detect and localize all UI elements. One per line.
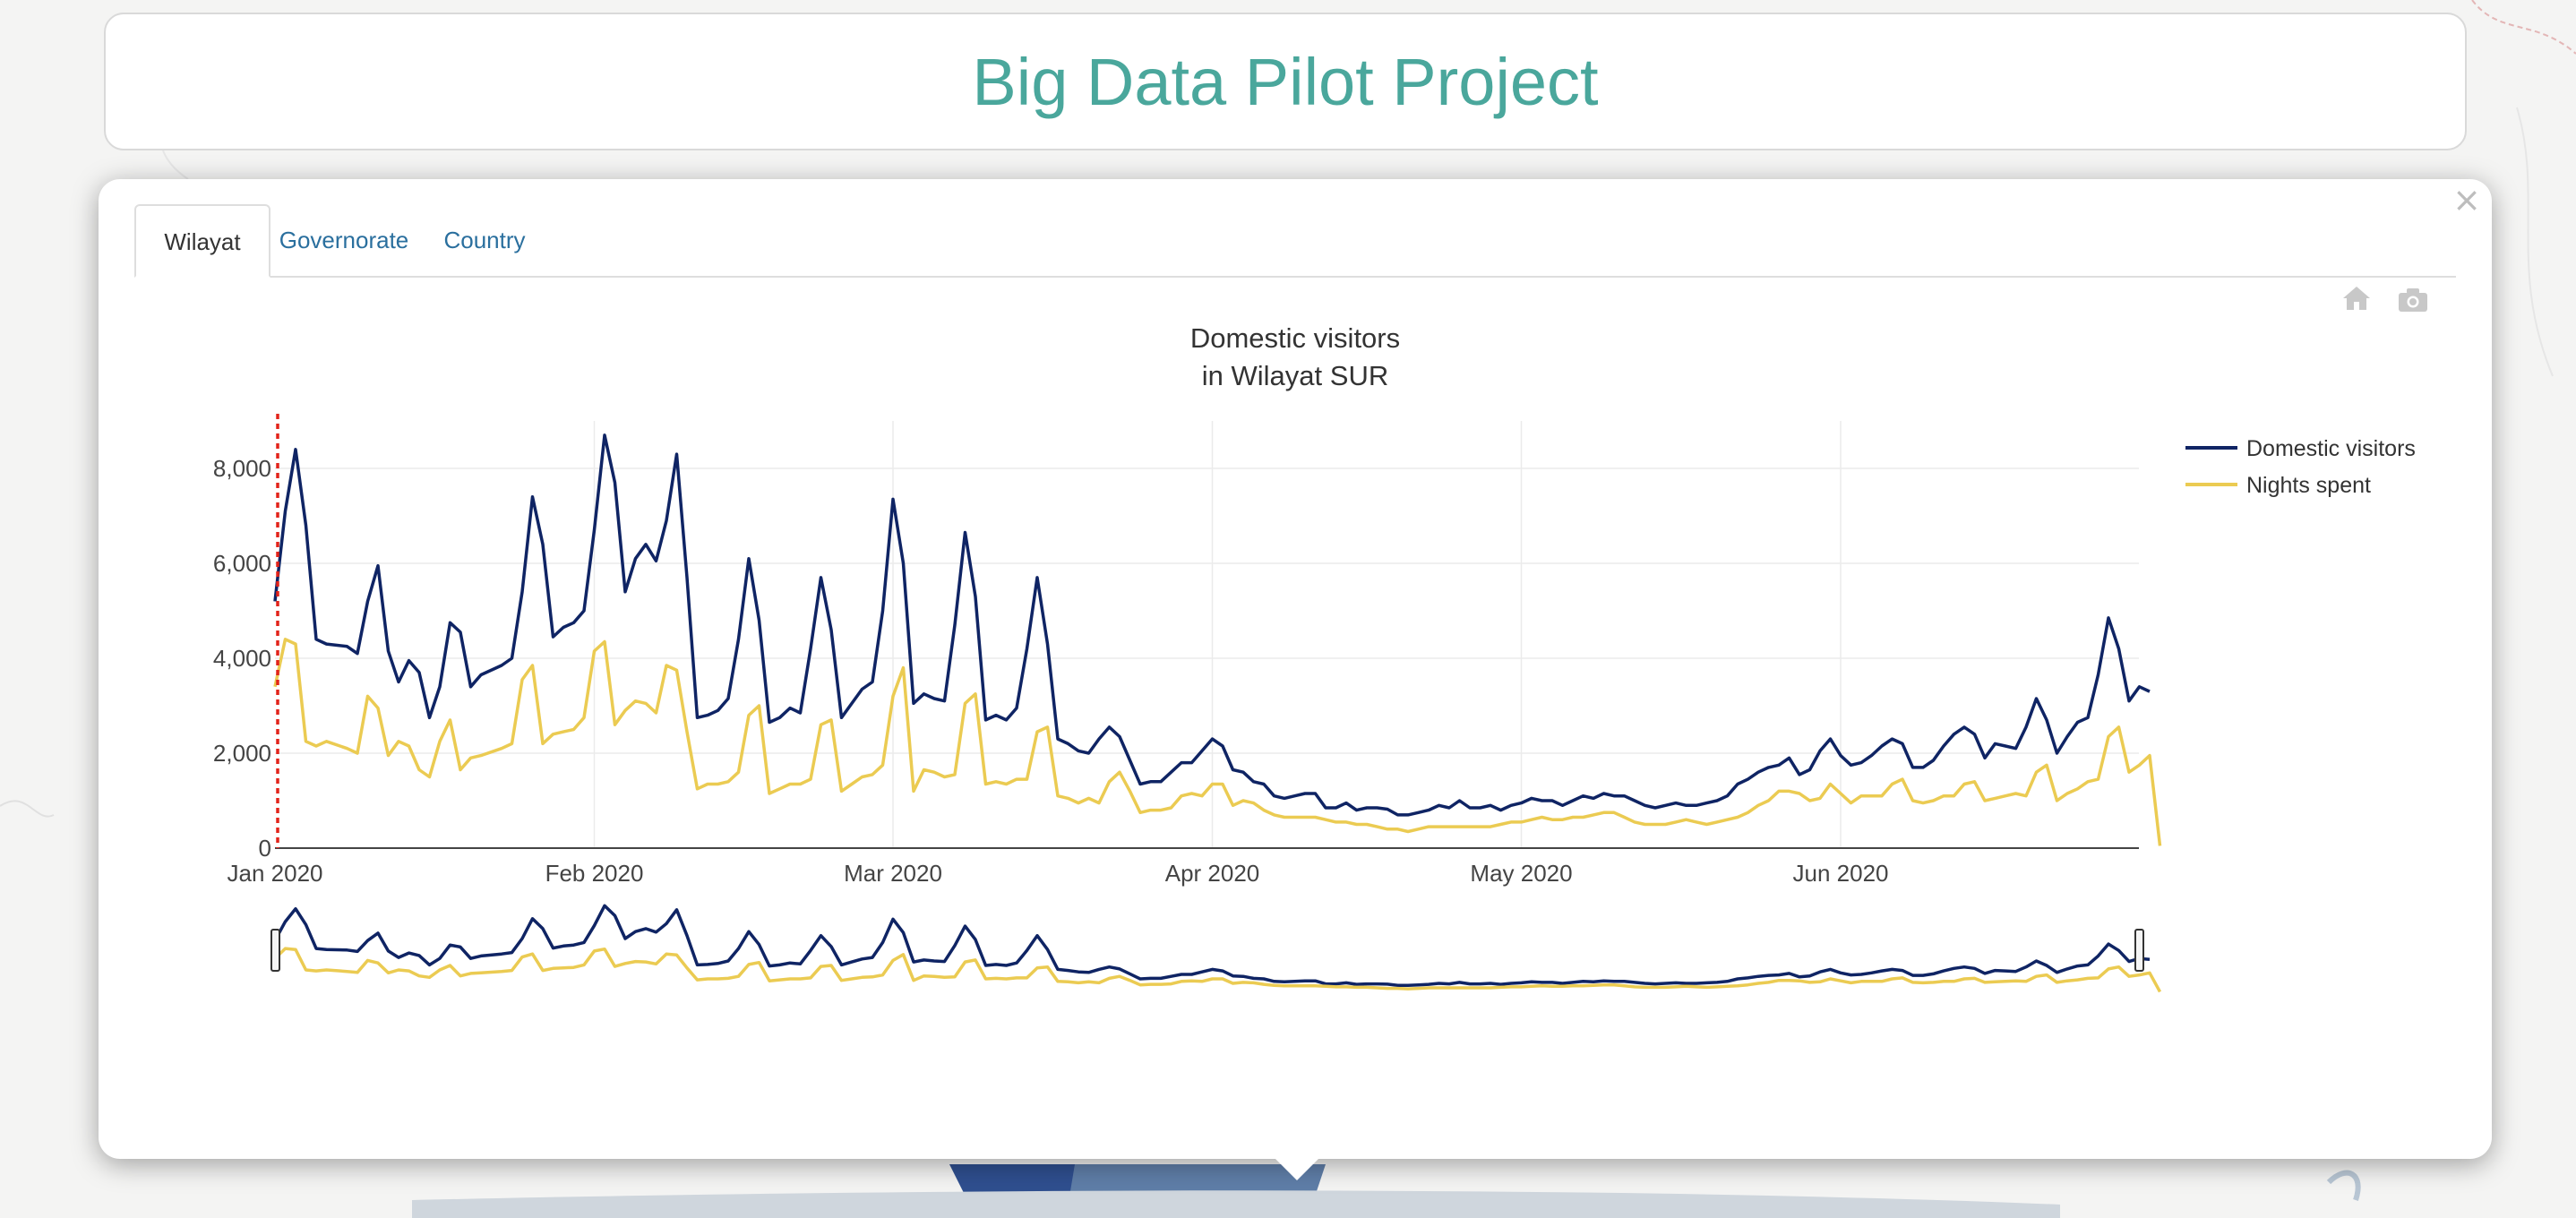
x-tick-label: Mar 2020 <box>844 860 942 887</box>
range-slider[interactable] <box>270 904 2162 993</box>
series-line-nights-spent <box>273 638 2162 846</box>
y-tick-label: 4,000 <box>213 645 271 672</box>
y-axis-ticks: 0 2,000 4,000 6,000 8,000 <box>213 455 271 862</box>
slider-series-nights-spent <box>273 947 2162 993</box>
x-tick-label: Jun 2020 <box>1793 860 1889 887</box>
title-bar: Big Data Pilot Project <box>104 13 2467 150</box>
tab-wilayat[interactable]: Wilayat <box>134 204 270 278</box>
home-icon[interactable] <box>2343 287 2370 310</box>
chart-legend[interactable]: Domestic visitors Nights spent <box>2185 436 2416 498</box>
x-tick-label: Feb 2020 <box>545 860 644 887</box>
legend-label: Domestic visitors <box>2246 436 2416 461</box>
chart-gridlines <box>275 421 2139 848</box>
series-line-domestic-visitors <box>273 433 2151 817</box>
page-title: Big Data Pilot Project <box>972 44 1599 119</box>
y-tick-label: 2,000 <box>213 740 271 767</box>
slider-handle-right[interactable] <box>2134 929 2144 972</box>
x-tick-label: May 2020 <box>1470 860 1572 887</box>
tab-country[interactable]: Country <box>443 227 526 253</box>
x-tick-label: Jan 2020 <box>228 860 323 887</box>
chart-popup: × Wilayat Governorate Country Domestic v… <box>99 179 2492 1159</box>
chart-series <box>273 433 2162 846</box>
x-axis-ticks: Jan 2020 Feb 2020 Mar 2020 Apr 2020 May 2020… <box>228 860 1889 887</box>
tab-bar: Wilayat Governorate Country <box>134 204 2456 278</box>
chart-title-line-1: Domestic visitors <box>1190 322 1400 354</box>
slider-series-domestic-visitors <box>273 904 2151 987</box>
popup-pointer <box>1274 1157 1320 1180</box>
slider-handle-left[interactable] <box>270 929 280 972</box>
chart-title-line-2: in Wilayat SUR <box>1202 360 1388 391</box>
y-tick-label: 8,000 <box>213 455 271 482</box>
y-tick-label: 0 <box>259 835 271 862</box>
camera-icon[interactable] <box>2399 288 2427 312</box>
legend-label: Nights spent <box>2246 473 2371 498</box>
tab-governorate[interactable]: Governorate <box>279 227 409 253</box>
close-button[interactable]: × <box>2452 180 2481 219</box>
y-tick-label: 6,000 <box>213 550 271 577</box>
x-tick-label: Apr 2020 <box>1165 860 1260 887</box>
chart: Domestic visitors in Wilayat SUR 0 2,000 4… <box>213 287 2427 993</box>
